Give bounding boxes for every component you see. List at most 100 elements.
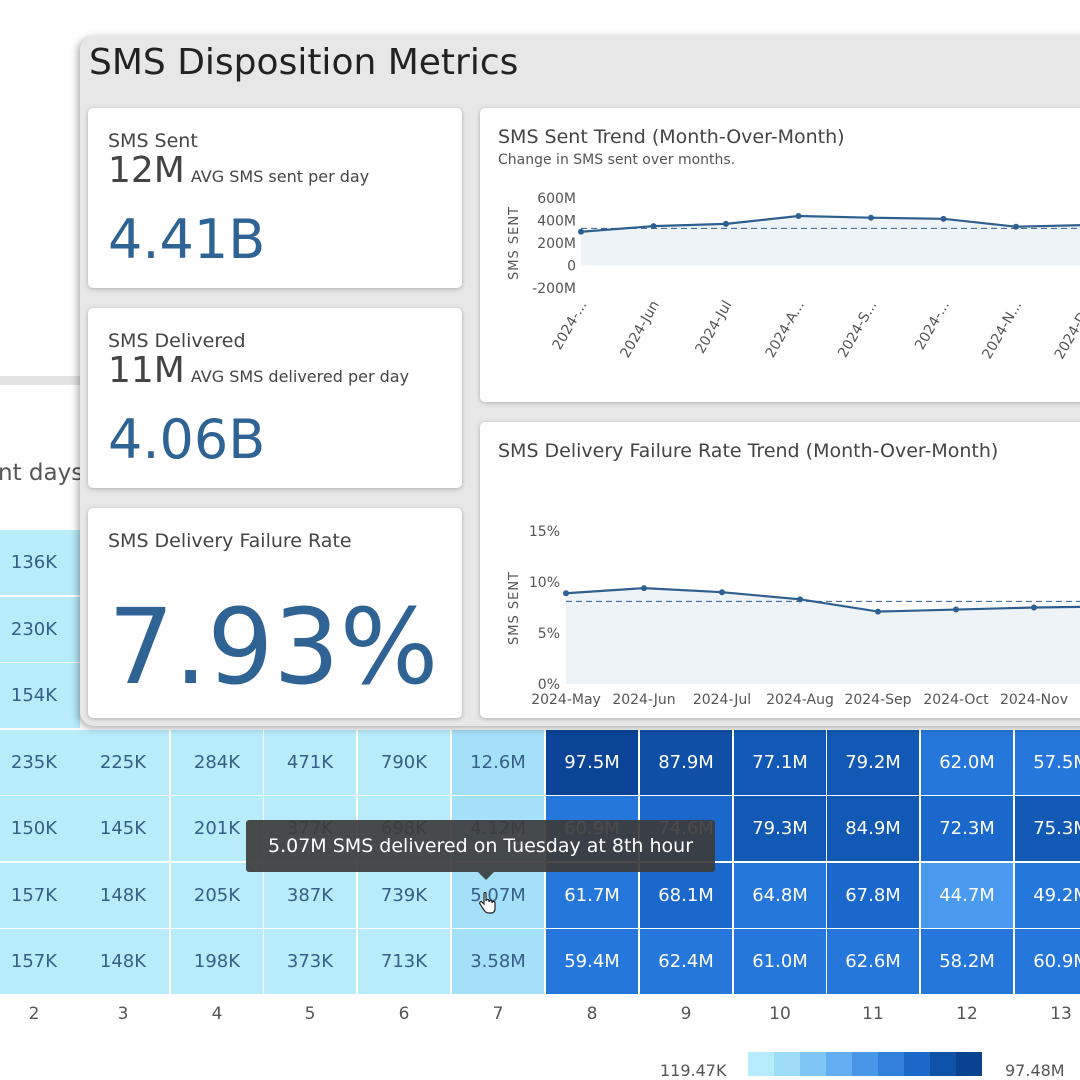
heatmap-cell[interactable]: 79.2M	[827, 729, 919, 795]
heatmap-cell[interactable]: 471K	[264, 729, 356, 795]
heatmap-cell[interactable]: 64.8M	[734, 862, 826, 928]
heatmap-cell[interactable]: 148K	[77, 929, 169, 994]
section-divider	[0, 376, 90, 385]
heatmap-cell[interactable]: 68.1M	[640, 862, 732, 928]
x-tick-label: 2024-D...	[1052, 298, 1080, 362]
kpi-value: 4.06B	[108, 408, 266, 471]
chart-title: SMS Delivery Failure Rate Trend (Month-O…	[498, 440, 999, 462]
heatmap-cell[interactable]: 61.7M	[546, 862, 638, 928]
y-axis-title: SMS SENT	[507, 206, 522, 280]
data-point	[719, 589, 725, 596]
kpi-value: 7.93%	[108, 586, 439, 708]
heatmap-cell[interactable]: 62.0M	[921, 729, 1013, 795]
legend-swatch	[878, 1052, 904, 1076]
heatmap-cell[interactable]: 84.9M	[827, 796, 919, 861]
heatmap-cell[interactable]: 205K	[171, 862, 263, 928]
heatmap-cell[interactable]: 57.5M	[1015, 729, 1080, 795]
heatmap-cell[interactable]: 77.1M	[734, 729, 826, 795]
heatmap-cell[interactable]: 150K	[0, 796, 80, 861]
heatmap-cell[interactable]: 145K	[77, 796, 169, 861]
heatmap-cell[interactable]: 58.2M	[921, 929, 1013, 994]
section-title-partial: nt days	[0, 460, 84, 486]
kpi-average-value: 12M	[108, 150, 185, 191]
data-point	[795, 213, 802, 219]
heatmap-cell[interactable]: 62.6M	[827, 929, 919, 994]
kpi-average-label: AVG SMS delivered per day	[190, 367, 410, 386]
kpi-average-label: AVG SMS sent per day	[190, 167, 370, 186]
y-tick-label: 400M	[537, 214, 576, 230]
hand-cursor-icon	[479, 892, 496, 914]
data-point	[1031, 604, 1037, 611]
heatmap-cell[interactable]: 75.3M	[1015, 796, 1080, 861]
heatmap-cell[interactable]: 157K	[0, 862, 80, 928]
heatmap-cell[interactable]: 44.7M	[921, 862, 1013, 928]
heatmap-cell[interactable]: 97.5M	[546, 729, 638, 795]
y-tick-label: -200M	[532, 281, 576, 297]
legend-swatch	[826, 1052, 852, 1076]
heatmap-cell[interactable]: 72.3M	[921, 796, 1013, 861]
heatmap-cell[interactable]: 739K	[358, 862, 450, 928]
failure-rate-line-chart: 15% 10% 5% 0%2024-May 2024-Jun 2024-Jul 2024-A…	[507, 524, 1080, 708]
heatmap-x-label: 7	[492, 1004, 504, 1024]
heatmap-cell[interactable]: 225K	[77, 729, 169, 795]
x-tick-label: 2024-Jul	[692, 298, 735, 357]
heatmap-cell[interactable]: 373K	[264, 929, 356, 994]
kpi-average-value: 11M	[108, 350, 185, 391]
heatmap-cell[interactable]: 198K	[171, 929, 263, 994]
kpi-average: 11M AVG SMS delivered per day	[108, 350, 409, 391]
panel-title: SMS Disposition Metrics	[89, 42, 519, 83]
heatmap-cell[interactable]: 62.4M	[640, 929, 732, 994]
legend-swatch	[800, 1052, 826, 1076]
heatmap-cell[interactable]: 60.9M	[1015, 929, 1080, 994]
data-point	[875, 608, 881, 615]
tooltip-arrow	[478, 872, 494, 880]
heatmap-cell[interactable]: 284K	[171, 729, 263, 795]
heatmap-cell[interactable]: 5.07M	[452, 862, 544, 928]
x-tick-label: 2024-Nov	[1000, 692, 1068, 708]
y-tick-label: 10%	[529, 575, 560, 591]
heatmap-cell[interactable]: 59.4M	[546, 929, 638, 994]
heatmap-cell[interactable]: 713K	[358, 929, 450, 994]
data-point	[797, 596, 803, 603]
heatmap-cell[interactable]: 79.3M	[734, 796, 826, 861]
heatmap-x-label: 6	[398, 1004, 410, 1024]
kpi-average: 12M AVG SMS sent per day	[108, 150, 369, 191]
area-fill	[566, 588, 1080, 684]
legend-swatch	[774, 1052, 800, 1076]
heatmap-cell[interactable]: 230K	[0, 596, 80, 662]
heatmap-cell[interactable]: 148K	[77, 862, 169, 928]
y-tick-label: 15%	[529, 524, 560, 540]
kpi-card-sms-sent: SMS Sent 12M AVG SMS sent per day 4.41B	[88, 108, 462, 288]
heatmap-cell[interactable]: 3.58M	[452, 929, 544, 994]
heatmap-cell[interactable]: 67.8M	[827, 862, 919, 928]
heatmap-cell[interactable]: 157K	[0, 929, 80, 994]
heatmap-cell[interactable]: 154K	[0, 663, 80, 728]
kpi-title: SMS Delivered	[108, 330, 246, 352]
x-tick-label: 2024-Jun	[617, 298, 663, 361]
heatmap-cell[interactable]: 136K	[0, 530, 80, 595]
data-point	[940, 215, 947, 222]
series-line	[565, 587, 1080, 613]
heatmap-cell[interactable]: 87.9M	[640, 729, 732, 795]
x-tick-label: 2024-...	[550, 298, 591, 353]
legend-swatch	[956, 1052, 982, 1076]
heatmap-cell[interactable]: 790K	[358, 729, 450, 795]
legend-swatch	[748, 1052, 774, 1076]
data-point	[578, 228, 584, 235]
heatmap-cell[interactable]: 12.6M	[452, 729, 544, 795]
x-tick-label: 2024-Aug	[766, 692, 834, 708]
heatmap-cell[interactable]: 387K	[264, 862, 356, 928]
heatmap-cell[interactable]: 61.0M	[734, 929, 826, 994]
y-tick-label: 0%	[538, 677, 560, 693]
area-fill	[581, 216, 1080, 266]
x-tick-label: 2024-A...	[763, 298, 808, 361]
heatmap-cell[interactable]: 49.2M	[1015, 862, 1080, 928]
heatmap-x-label: 2	[28, 1004, 40, 1024]
heatmap-cell[interactable]: 235K	[0, 729, 80, 795]
data-point	[723, 220, 729, 227]
legend-max-label: 97.48M	[1005, 1061, 1065, 1080]
x-tick-label: 2024-Sep	[844, 692, 911, 708]
heatmap-color-legend	[748, 1052, 982, 1076]
